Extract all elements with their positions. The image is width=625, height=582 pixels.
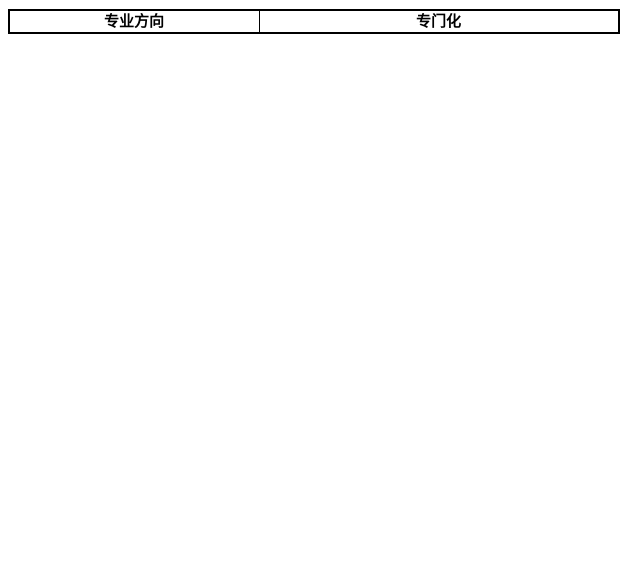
table-header-row: 专业方向 专门化 xyxy=(8,9,620,34)
column-header-direction: 专业方向 xyxy=(8,9,260,34)
column-header-specialization: 专门化 xyxy=(258,9,620,34)
majors-table: 专业方向 专门化 xyxy=(8,9,620,34)
